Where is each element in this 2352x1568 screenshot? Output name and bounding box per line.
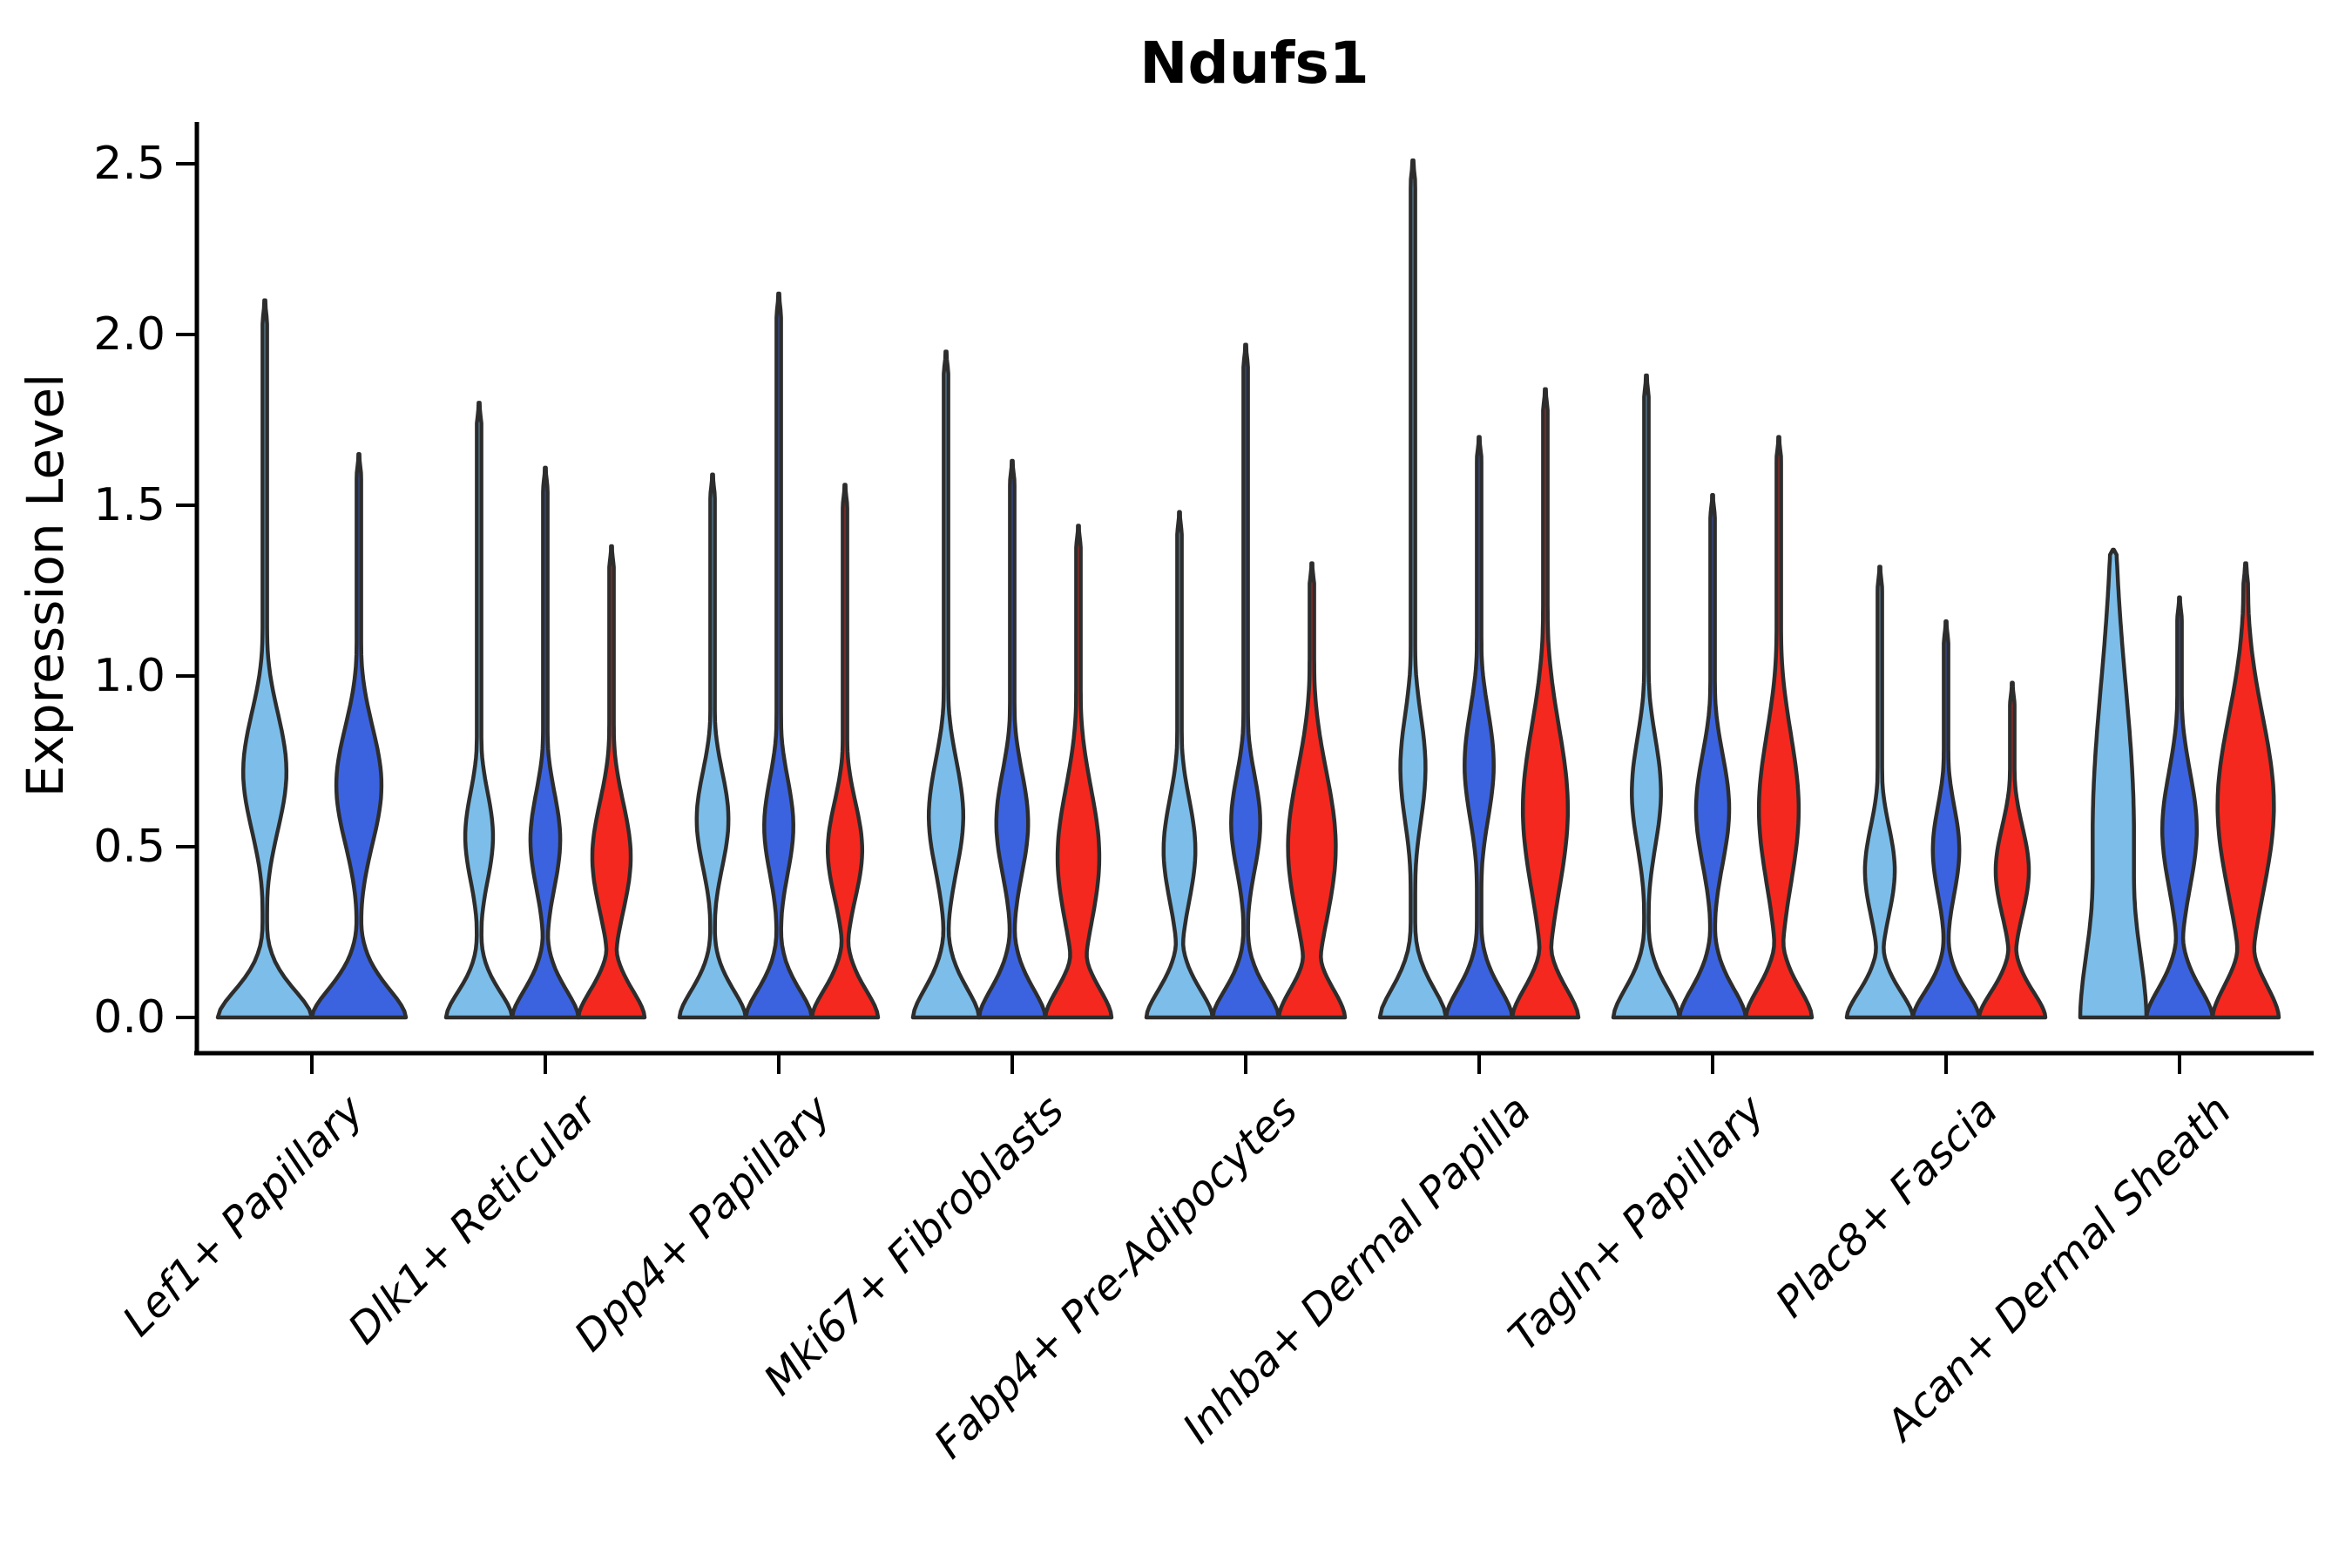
violin-acan-dermal-sheath-dark-blue [2144,595,2215,1020]
violin-mki67-fibroblasts-red [1043,524,1114,1020]
y-tick-label-1.5: 1.5 [93,479,166,531]
violin-mki67-fibroblasts-light-blue [910,349,982,1020]
y-tick-label-2.0: 2.0 [93,308,166,361]
violin-inhba-dermal-papilla-red [1510,387,1581,1020]
violin-inhba-dermal-papilla-light-blue [1377,158,1449,1020]
violin-mki67-fibroblasts-dark-blue [977,458,1048,1020]
y-tick-label-0.5: 0.5 [93,821,166,873]
violin-dlk1-reticular-red [576,544,647,1020]
violin-fabp4-pre-adipocytes-red [1276,561,1348,1020]
y-tick-label-2.5: 2.5 [93,138,166,190]
violin-inhba-dermal-papilla-dark-blue [1443,435,1515,1020]
violin-acan-dermal-sheath-light-blue [2078,547,2149,1020]
violin-acan-dermal-sheath-red [2210,561,2281,1020]
violin-dpp4-papillary-dark-blue [743,291,814,1020]
violin-plac8-fascia-dark-blue [1910,619,1982,1020]
violin-dpp4-papillary-light-blue [677,472,748,1020]
violins [215,158,2281,1020]
y-tick-label-0.0: 0.0 [93,991,166,1044]
axis-ticks [176,162,2181,1074]
violin-lef1-papillary-dark-blue [309,451,409,1020]
violin-plac8-fascia-light-blue [1844,564,1916,1020]
violin-tagln-papillary-dark-blue [1677,492,1748,1020]
violin-dpp4-papillary-red [809,483,881,1020]
y-tick-label-1.0: 1.0 [93,650,166,702]
violin-tagln-papillary-red [1743,435,1815,1020]
chart-title: Ndufs1 [1139,30,1369,97]
violin-fabp4-pre-adipocytes-dark-blue [1210,342,1281,1020]
violin-tagln-papillary-light-blue [1611,373,1682,1020]
violin-fabp4-pre-adipocytes-light-blue [1144,510,1215,1020]
violin-plac8-fascia-red [1977,680,2048,1020]
y-axis-label: Expression Level [16,373,75,798]
violin-dlk1-reticular-light-blue [443,401,515,1020]
violin-lef1-papillary-light-blue [215,298,314,1020]
violin-dlk1-reticular-dark-blue [510,465,581,1020]
